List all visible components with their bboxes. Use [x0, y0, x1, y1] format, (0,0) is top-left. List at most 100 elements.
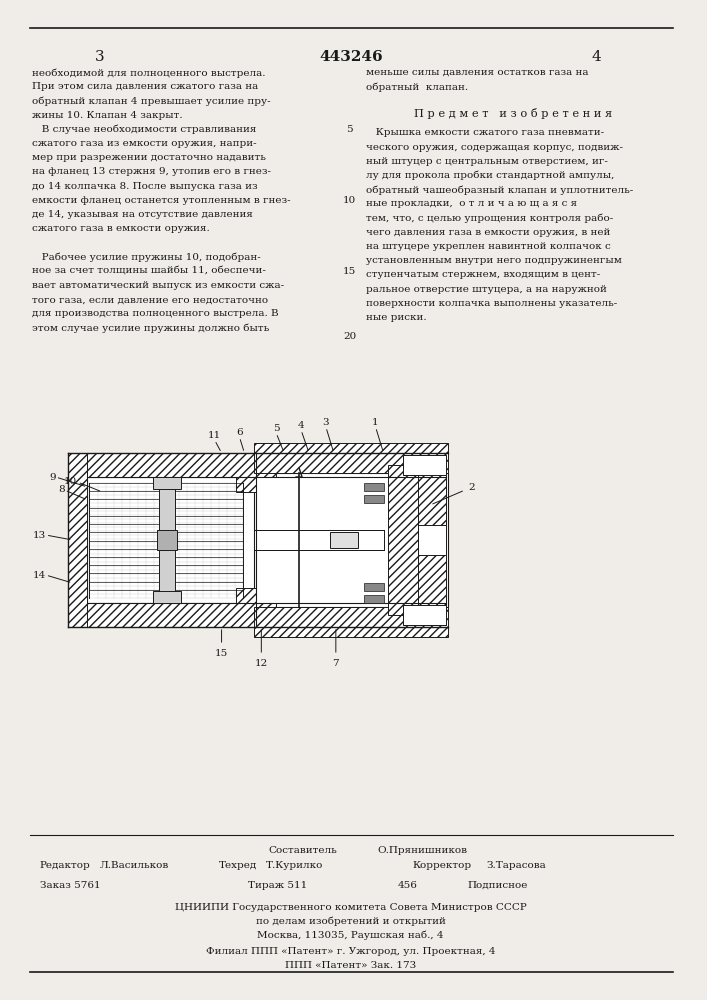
Bar [236, 477, 257, 492]
Text: ЦНИИПИ Государственного комитета Совета Министров СССР: ЦНИИПИ Государственного комитета Совета … [175, 903, 527, 912]
Text: этом случае усилие пружины должно быть: этом случае усилие пружины должно быть [32, 324, 269, 333]
Text: Т.Курилко: Т.Курилко [267, 861, 324, 870]
Bar [404, 605, 446, 625]
Text: ППП «Патент» Зак. 173: ППП «Патент» Зак. 173 [285, 961, 416, 970]
Text: 15: 15 [343, 267, 356, 276]
Text: 13: 13 [33, 530, 46, 540]
Text: 1: 1 [373, 418, 379, 427]
Text: обратный чашеобразный клапан и уплотнитель-: обратный чашеобразный клапан и уплотните… [366, 185, 633, 195]
Text: 4: 4 [591, 50, 601, 64]
Bar [404, 455, 446, 475]
Text: того газа, если давление его недостаточно: того газа, если давление его недостаточн… [32, 295, 268, 304]
Text: чего давления газа в емкости оружия, в ней: чего давления газа в емкости оружия, в н… [366, 228, 610, 237]
Text: 15: 15 [215, 649, 228, 658]
Text: 3: 3 [322, 418, 329, 427]
Text: обратный клапан 4 превышает усилие пру-: обратный клапан 4 превышает усилие пру- [32, 96, 270, 106]
Text: Составитель: Составитель [268, 846, 337, 855]
Text: Техред: Техред [218, 861, 257, 870]
Bar [236, 588, 257, 603]
Bar [363, 583, 383, 591]
Bar [363, 483, 383, 491]
Text: жины 10. Клапан 4 закрыт.: жины 10. Клапан 4 закрыт. [32, 111, 182, 120]
Text: 14: 14 [33, 570, 46, 580]
Text: 3: 3 [95, 50, 104, 64]
Text: В случае необходимости стравливания: В случае необходимости стравливания [32, 125, 256, 134]
Text: Заказ 5761: Заказ 5761 [40, 881, 100, 890]
Bar [363, 495, 383, 503]
Bar [255, 443, 448, 473]
Text: Л.Васильков: Л.Васильков [100, 861, 168, 870]
Text: 8: 8 [58, 486, 64, 494]
Text: необходимой для полноценного выстрела.: необходимой для полноценного выстрела. [32, 68, 265, 78]
Text: 4: 4 [298, 421, 305, 430]
Text: 443246: 443246 [319, 50, 382, 64]
Text: до 14 колпачка 8. После выпуска газа из: до 14 колпачка 8. После выпуска газа из [32, 182, 257, 191]
Bar [153, 591, 181, 603]
Bar [88, 477, 257, 603]
Text: 5: 5 [273, 424, 279, 433]
Text: ный штуцер с центральным отверстием, иг-: ный штуцер с центральным отверстием, иг- [366, 157, 607, 166]
Text: ные прокладки,  о т л и ч а ю щ а я с я: ные прокладки, о т л и ч а ю щ а я с я [366, 199, 577, 208]
Bar [68, 453, 276, 477]
Text: Филиал ППП «Патент» г. Ужгород, ул. Проектная, 4: Филиал ППП «Патент» г. Ужгород, ул. Прое… [206, 947, 496, 956]
Text: ступенчатым стержнем, входящим в цент-: ступенчатым стержнем, входящим в цент- [366, 270, 600, 279]
Bar [419, 473, 446, 607]
Text: 10: 10 [64, 478, 78, 487]
Bar [159, 485, 175, 595]
Bar [404, 605, 446, 625]
Text: Редактор: Редактор [40, 861, 90, 870]
Text: ное за счет толщины шайбы 11, обеспечи-: ное за счет толщины шайбы 11, обеспечи- [32, 267, 266, 276]
Text: ральное отверстие штуцера, а на наружной: ральное отверстие штуцера, а на наружной [366, 285, 607, 294]
Text: При этом сила давления сжатого газа на: При этом сила давления сжатого газа на [32, 82, 258, 91]
Bar [330, 532, 358, 548]
Bar [68, 453, 88, 627]
Text: О.Прянишников: О.Прянишников [378, 846, 467, 855]
Bar [255, 530, 383, 550]
Text: 11: 11 [208, 431, 221, 440]
Text: Рабочее усилие пружины 10, подобран-: Рабочее усилие пружины 10, подобран- [32, 253, 261, 262]
Bar [389, 465, 446, 615]
Text: П р е д м е т   и з о б р е т е н и я: П р е д м е т и з о б р е т е н и я [414, 108, 612, 119]
Bar [157, 530, 177, 550]
Text: 7: 7 [332, 659, 339, 668]
Text: 9: 9 [49, 473, 56, 482]
Bar [255, 607, 448, 637]
Text: 6: 6 [236, 428, 243, 437]
Text: 12: 12 [255, 659, 268, 668]
Bar [255, 473, 448, 607]
Text: сжатого газа из емкости оружия, напри-: сжатого газа из емкости оружия, напри- [32, 139, 257, 148]
Text: ные риски.: ные риски. [366, 313, 426, 322]
Text: ческого оружия, содержащая корпус, подвиж-: ческого оружия, содержащая корпус, подви… [366, 143, 623, 152]
Text: Корректор: Корректор [412, 861, 472, 870]
Bar [404, 455, 446, 475]
Text: поверхности колпачка выполнены указатель-: поверхности колпачка выполнены указатель… [366, 299, 617, 308]
Text: З.Тарасова: З.Тарасова [487, 861, 547, 870]
Text: вает автоматический выпуск из емкости сжа-: вает автоматический выпуск из емкости сж… [32, 281, 284, 290]
Text: 2: 2 [468, 484, 474, 492]
Text: Подписное: Подписное [467, 881, 527, 890]
Text: установленным внутри него подпружиненгым: установленным внутри него подпружиненгым [366, 256, 621, 265]
Text: на штуцере укреплен навинтной колпачок с: на штуцере укреплен навинтной колпачок с [366, 242, 610, 251]
Text: по делам изобретений и открытий: по делам изобретений и открытий [256, 917, 445, 926]
Text: 5: 5 [346, 125, 353, 134]
Text: тем, что, с целью упрощения контроля рабо-: тем, что, с целью упрощения контроля раб… [366, 214, 613, 223]
Text: 10: 10 [343, 196, 356, 205]
Text: сжатого газа в емкости оружия.: сжатого газа в емкости оружия. [32, 224, 209, 233]
Text: 20: 20 [343, 332, 356, 341]
Text: Тираж 511: Тираж 511 [248, 881, 308, 890]
Text: меньше силы давления остатков газа на: меньше силы давления остатков газа на [366, 68, 588, 77]
Text: лу для прокола пробки стандартной ампулы,: лу для прокола пробки стандартной ампулы… [366, 171, 614, 180]
Text: на фланец 13 стержня 9, утопив его в гнез-: на фланец 13 стержня 9, утопив его в гне… [32, 167, 271, 176]
Text: 456: 456 [397, 881, 417, 890]
Text: Крышка емкости сжатого газа пневмати-: Крышка емкости сжатого газа пневмати- [366, 128, 604, 137]
Bar [68, 603, 276, 627]
Text: для производства полноценного выстрела. В: для производства полноценного выстрела. … [32, 309, 279, 318]
Bar [153, 477, 181, 489]
Bar [363, 595, 383, 603]
Text: мер при разрежении достаточно надавить: мер при разрежении достаточно надавить [32, 153, 266, 162]
Text: емкости фланец останется утопленным в гнез-: емкости фланец останется утопленным в гн… [32, 196, 291, 205]
Text: обратный  клапан.: обратный клапан. [366, 82, 468, 92]
Bar [419, 525, 446, 555]
Text: де 14, указывая на отсутствие давления: де 14, указывая на отсутствие давления [32, 210, 252, 219]
Text: Москва, 113035, Раушская наб., 4: Москва, 113035, Раушская наб., 4 [257, 931, 444, 940]
